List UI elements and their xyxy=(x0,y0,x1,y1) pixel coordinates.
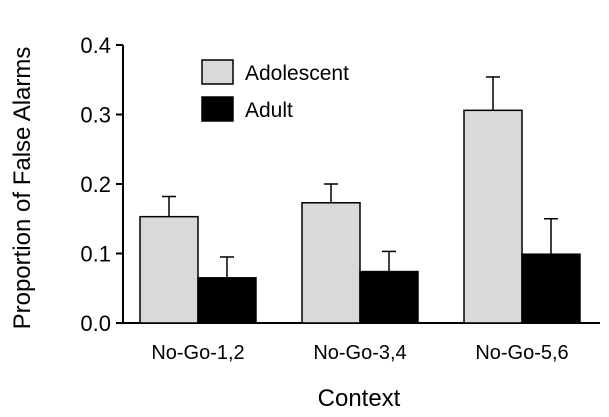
y-tick-label: 0.1 xyxy=(80,242,111,267)
bar-adolescent-2 xyxy=(301,202,361,324)
legend-label-adolescent: Adolescent xyxy=(245,62,349,85)
y-tick-label: 0.4 xyxy=(80,33,111,58)
x-tick-label: No-Go-3,4 xyxy=(313,342,406,364)
bar-adolescent-3 xyxy=(463,109,523,324)
y-axis: 0.0 0.1 0.2 0.3 0.4 xyxy=(80,33,124,336)
bars-group xyxy=(139,109,581,324)
legend: Adolescent Adult xyxy=(201,59,349,122)
y-axis-label: Proportion of False Alarms xyxy=(9,47,36,330)
error-bars-group xyxy=(162,76,558,278)
bar-adolescent-1 xyxy=(139,215,199,324)
bar-adult-1 xyxy=(197,277,257,324)
y-tick-label: 0.3 xyxy=(80,103,111,128)
x-axis-label: Context xyxy=(318,385,401,412)
legend-label-adult: Adult xyxy=(245,99,293,122)
bar-adult-3 xyxy=(521,253,581,324)
x-tick-label: No-Go-1,2 xyxy=(151,342,244,364)
bar-adult-2 xyxy=(359,270,419,324)
legend-swatch-adult xyxy=(201,96,234,122)
legend-swatch-adolescent xyxy=(201,59,234,85)
y-tick-label: 0.0 xyxy=(80,311,111,336)
y-tick-label: 0.2 xyxy=(80,172,111,197)
x-tick-label: No-Go-5,6 xyxy=(475,342,568,364)
x-axis: No-Go-1,2 No-Go-3,4 No-Go-5,6 xyxy=(123,322,600,364)
